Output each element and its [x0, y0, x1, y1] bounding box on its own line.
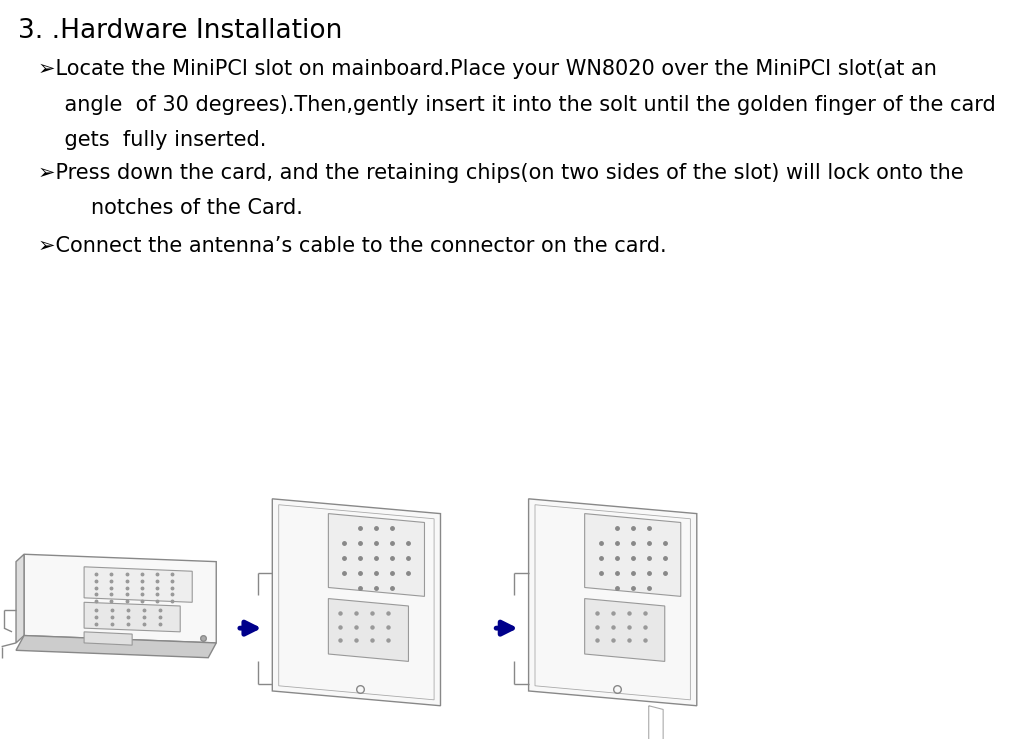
Polygon shape: [24, 554, 216, 643]
Polygon shape: [528, 499, 697, 706]
Text: ➢Connect the antenna’s cable to the connector on the card.: ➢Connect the antenna’s cable to the conn…: [38, 236, 666, 256]
Polygon shape: [584, 514, 680, 596]
Polygon shape: [328, 514, 424, 596]
Polygon shape: [328, 599, 408, 661]
Polygon shape: [84, 602, 180, 632]
Text: notches of the Card.: notches of the Card.: [38, 198, 303, 218]
Polygon shape: [584, 599, 664, 661]
Polygon shape: [272, 499, 440, 706]
Polygon shape: [84, 567, 192, 602]
Polygon shape: [16, 554, 24, 643]
Text: ➢Locate the MiniPCI slot on mainboard.Place your WN8020 over the MiniPCI slot(at: ➢Locate the MiniPCI slot on mainboard.Pl…: [38, 59, 936, 79]
Text: ➢Press down the card, and the retaining chips(on two sides of the slot) will loc: ➢Press down the card, and the retaining …: [38, 163, 963, 183]
Text: 3. .Hardware Installation: 3. .Hardware Installation: [17, 18, 342, 44]
Polygon shape: [84, 632, 132, 645]
Text: gets  fully inserted.: gets fully inserted.: [38, 130, 267, 150]
Polygon shape: [16, 636, 216, 658]
Text: angle  of 30 degrees).Then,gently insert it into the solt until the golden finge: angle of 30 degrees).Then,gently insert …: [38, 95, 995, 115]
